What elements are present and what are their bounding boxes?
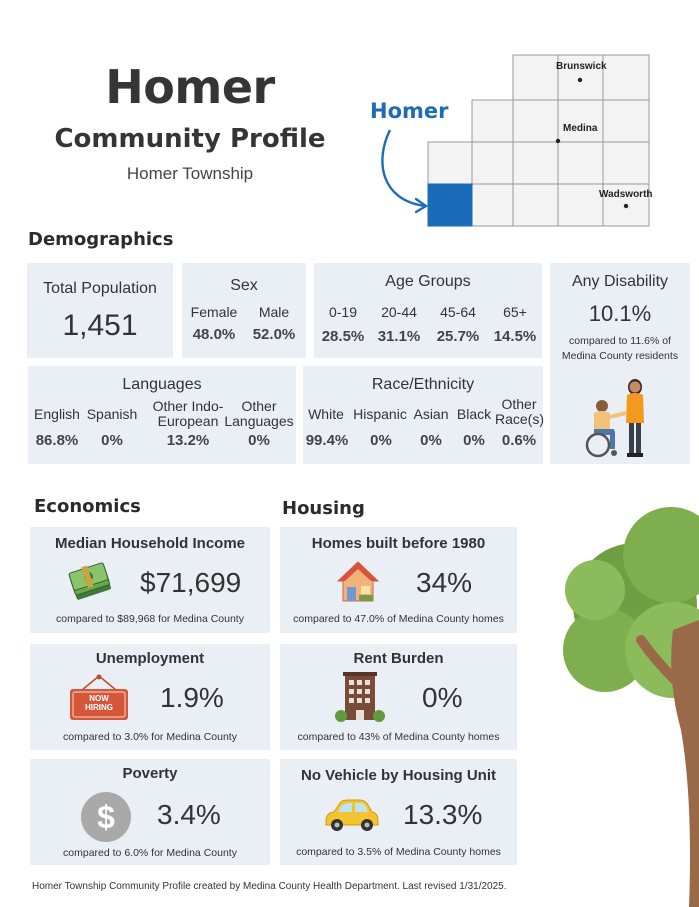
age-20-44-label: 20-44 [381,304,417,320]
age-groups-card: Age Groups 0-19 20-44 45-64 65+ 28.5% 31… [314,263,542,358]
age-0-19-value: 28.5% [321,328,365,345]
demographics-header: Demographics [28,229,174,250]
age-45-64-value: 25.7% [436,328,480,345]
wheelchair-people-icon [585,379,644,458]
race-ethnicity-card: Race/Ethnicity White Hispanic Asian Blac… [303,366,545,464]
unemployment-value: 1.9% [160,682,224,713]
age-65-plus-value: 14.5% [493,328,537,345]
disability-label: Any Disability [571,273,669,290]
disability-value: 10.1% [588,301,652,326]
economics-header: Economics [34,496,141,517]
township-name: Homer Township [126,164,254,183]
no-vehicle-note: compared to 3.5% of Medina County homes [296,846,501,858]
no-vehicle-title: No Vehicle by Housing Unit [300,767,497,784]
lang-other-indo-european-value: 13.2% [166,432,210,449]
race-other-label: Other Race(s) [495,396,545,427]
no-vehicle-card: No Vehicle by Housing Unit 13.3% compare… [280,759,517,865]
lang-english-value: 86.8% [35,432,79,449]
total-population-label: Total Population [43,280,157,297]
sex-female-value: 48.0% [192,326,236,343]
disability-note-line1: compared to 11.6% of [569,335,671,347]
lang-spanish-value: 0% [101,432,123,449]
poverty-note: compared to 6.0% for Medina County [63,847,237,859]
race-white-label: White [308,406,344,422]
rent-burden-card: Rent Burden 0% compared to 43% of Medina… [280,644,517,750]
income-note: compared to $89,968 for Medina County [56,613,244,625]
income-card: Median Household Income $71,699 compared… [30,527,270,633]
total-population-value: 1,451 [62,309,138,342]
lang-spanish-label: Spanish [86,406,138,422]
map-label-brunswick: Brunswick [556,61,607,72]
now-hiring-sign-icon [70,674,128,720]
race-white-value: 99.4% [305,432,349,449]
race-asian-label: Asian [413,406,449,422]
homes-before-1980-card: Homes built before 1980 34% compared to … [280,527,517,633]
apartment-building-icon [335,672,385,722]
township-map [381,54,650,227]
age-20-44-value: 31.1% [377,328,421,345]
footer-credit: Homer Township Community Profile created… [32,881,507,892]
rent-burden-title: Rent Burden [353,650,444,667]
age-0-19-label: 0-19 [328,304,358,320]
sex-male-value: 52.0% [252,326,296,343]
no-vehicle-value: 13.3% [403,799,483,830]
race-other-value: 0.6% [501,432,537,449]
sex-card: Sex Female Male 48.0% 52.0% [182,263,306,358]
car-icon [325,799,379,831]
homes-before-1980-value: 34% [416,567,473,598]
unemployment-note: compared to 3.0% for Medina County [63,731,237,743]
map-label-medina: Medina [563,123,598,134]
unemployment-card: Unemployment NOW HIRING 1.9% compared to… [30,644,270,750]
age-65-plus-label: 65+ [503,304,527,320]
map-label-wadsworth: Wadsworth [599,189,653,200]
unemployment-title: Unemployment [95,650,205,667]
poverty-value: 3.4% [157,799,221,830]
money-stack-icon [68,562,111,600]
lang-english-label: English [34,406,80,422]
lang-other-languages-label: Other Languages [224,398,294,429]
age-45-64-label: 45-64 [440,304,476,320]
disability-note-line2: Medina County residents [561,350,679,362]
languages-card: Languages English Spanish Other Indo- Eu… [28,366,296,464]
housing-header: Housing [282,498,365,519]
map-highlight-label: Homer [370,99,449,123]
income-value: $71,699 [140,567,242,598]
rent-burden-value: 0% [422,682,463,713]
lang-other-indo-european-label: Other Indo- European [152,398,224,429]
disability-card: Any Disability 10.1% compared to 11.6% o… [550,263,690,464]
poverty-card: Poverty $ 3.4% compared to 6.0% for Medi… [30,759,270,865]
poverty-title: Poverty [122,765,178,782]
race-asian-value: 0% [420,432,442,449]
languages-label: Languages [122,376,202,393]
dollar-coin-icon: $ [81,792,131,842]
now-hiring-sign-text: NOW HIRING [85,694,113,712]
sex-label: Sex [230,277,258,294]
race-black-label: Black [456,406,492,422]
homer-township-highlight [427,183,473,227]
page-title: Homer [105,60,275,114]
lang-other-languages-value: 0% [248,432,270,449]
race-hispanic-label: Hispanic [353,406,407,422]
page-subtitle: Community Profile [54,124,326,154]
homes-before-1980-title: Homes built before 1980 [311,535,486,552]
race-ethnicity-label: Race/Ethnicity [371,376,475,393]
house-icon [336,561,380,602]
total-population-card: Total Population 1,451 [27,263,173,358]
race-black-value: 0% [463,432,485,449]
income-title: Median Household Income [54,535,246,552]
sex-female-label: Female [190,304,238,320]
homes-before-1980-note: compared to 47.0% of Medina County homes [293,613,504,625]
race-hispanic-value: 0% [370,432,392,449]
rent-burden-note: compared to 43% of Medina County homes [297,731,500,743]
sex-male-label: Male [258,304,290,320]
tree-illustration [563,507,699,907]
age-groups-label: Age Groups [385,273,471,290]
